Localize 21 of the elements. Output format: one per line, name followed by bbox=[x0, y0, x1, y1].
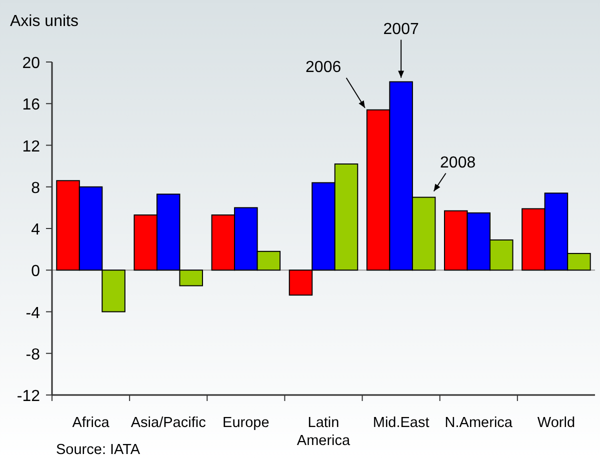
x-tick-label: Mid.East bbox=[372, 415, 430, 431]
y-axis-title: Axis units bbox=[10, 13, 78, 30]
y-tick-label: 20 bbox=[22, 55, 40, 72]
y-tick-label: 8 bbox=[31, 180, 40, 197]
text: 2007 bbox=[383, 20, 419, 38]
series-label: 2008 bbox=[440, 154, 476, 172]
x-tick-label: Europe bbox=[222, 415, 270, 431]
y-tick-label: -12 bbox=[16, 388, 40, 405]
x-tick-label: Latin America bbox=[296, 415, 352, 449]
y-tick-label: 16 bbox=[22, 96, 40, 114]
y-tick-label: 12 bbox=[22, 138, 40, 156]
text: 2006 bbox=[306, 58, 342, 76]
x-tick-label: N.America bbox=[444, 415, 514, 431]
y-tick-label: -8 bbox=[26, 346, 40, 364]
x-tick-label: Asia/Pacific bbox=[130, 415, 206, 431]
y-tick-label: -4 bbox=[26, 304, 40, 322]
y-tick-label: 0 bbox=[31, 263, 40, 280]
y-tick-label: 4 bbox=[31, 222, 40, 238]
source-note: Source: IATA bbox=[56, 442, 140, 458]
x-tick-label: World bbox=[537, 415, 576, 431]
x-tick-label: Africa bbox=[72, 415, 110, 431]
